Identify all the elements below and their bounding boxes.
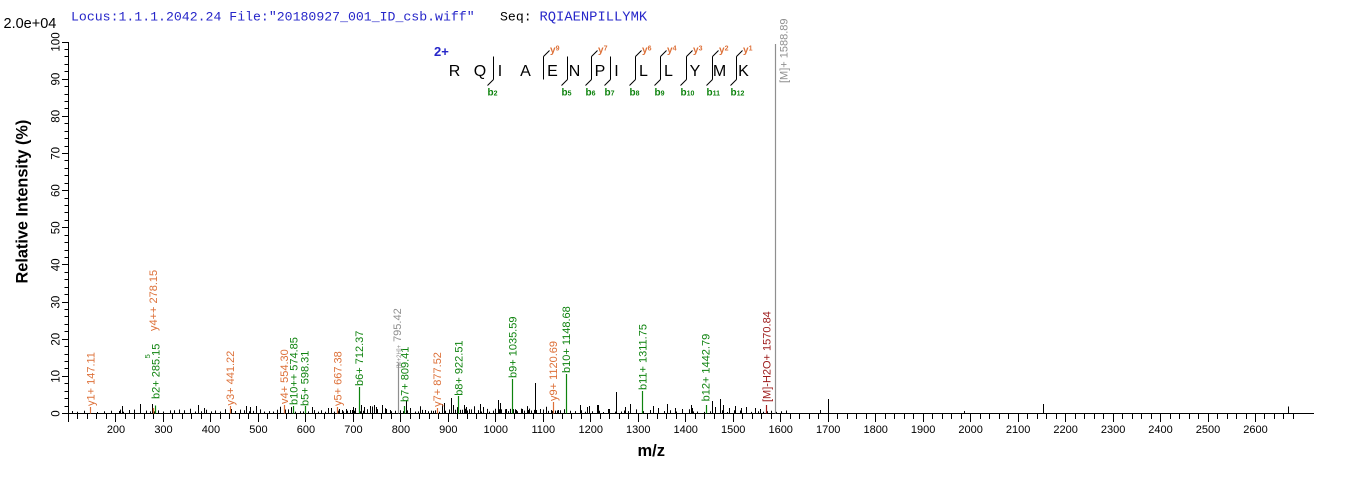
svg-text:50: 50 [51,221,63,234]
svg-text:1300: 1300 [626,424,650,436]
svg-text:10: 10 [51,370,63,383]
svg-text:2300: 2300 [1101,424,1125,436]
svg-text:1800: 1800 [863,424,887,436]
svg-text:100: 100 [51,32,63,51]
svg-text:1600: 1600 [768,424,792,436]
svg-text:[M+2H]+ 795.42: [M+2H]+ 795.42 [392,308,404,368]
svg-text:b12: b12 [731,88,745,99]
svg-text:2.0e+04: 2.0e+04 [4,16,57,32]
svg-text:400: 400 [202,424,220,436]
svg-text:y3+ 441.22: y3+ 441.22 [225,351,237,406]
svg-text:y7+ 877.52: y7+ 877.52 [432,352,444,407]
svg-text:600: 600 [297,424,315,436]
svg-text:2500: 2500 [1196,424,1220,436]
svg-text:I: I [498,63,502,80]
svg-text:[M]-H2O+ 1570.84: [M]-H2O+ 1570.84 [762,311,774,402]
svg-text:1400: 1400 [673,424,697,436]
svg-text:A: A [520,63,531,80]
svg-text:N: N [569,63,581,80]
svg-text:20: 20 [51,333,63,346]
svg-text:b5: b5 [562,88,572,99]
svg-text:y1: y1 [743,45,753,56]
svg-text:800: 800 [392,424,410,436]
svg-text:b6: b6 [586,88,596,99]
svg-text:500: 500 [249,424,267,436]
svg-text:1200: 1200 [579,424,603,436]
svg-text:30: 30 [51,296,63,309]
svg-text:K: K [738,63,749,80]
svg-text:70: 70 [51,147,63,160]
svg-text:y1+ 147.11: y1+ 147.11 [86,352,98,406]
svg-text:E: E [547,63,558,80]
svg-text:y9: y9 [550,45,560,56]
svg-text:2+: 2+ [434,44,449,59]
svg-text:2400: 2400 [1148,424,1172,436]
svg-text:900: 900 [439,424,457,436]
svg-text:Locus:1.1.1.2042.24 File:"2018: Locus:1.1.1.2042.24 File:"20180927_001_I… [71,10,475,25]
svg-text:2000: 2000 [958,424,982,436]
svg-text:2100: 2100 [1006,424,1030,436]
svg-text:L: L [639,63,648,80]
svg-text:b5+ 598.31: b5+ 598.31 [300,351,312,406]
svg-text:b6+ 712.37: b6+ 712.37 [354,331,366,386]
svg-text:b2+ 285.15: b2+ 285.15 [150,344,162,399]
svg-text:L: L [664,63,673,80]
svg-text:Q: Q [474,63,486,80]
svg-text:y6: y6 [642,45,652,56]
svg-text:300: 300 [154,424,172,436]
svg-text:0: 0 [51,410,63,416]
svg-text:b11: b11 [707,88,721,99]
svg-text:P: P [595,63,606,80]
svg-text:b9: b9 [655,88,665,99]
svg-text:Y: Y [690,63,701,80]
svg-text:5: 5 [143,354,152,358]
svg-text:1100: 1100 [531,424,555,436]
svg-text:b2: b2 [488,88,498,99]
svg-text:b8+ 922.51: b8+ 922.51 [454,340,466,395]
svg-text:m/z: m/z [638,442,666,460]
svg-text:b7: b7 [605,88,615,99]
svg-text:y7: y7 [598,45,608,56]
svg-text:[M]+ 1588.89: [M]+ 1588.89 [779,18,791,83]
svg-text:2200: 2200 [1053,424,1077,436]
svg-text:b10++ 574.85: b10++ 574.85 [289,337,301,405]
svg-text:y5+ 667.38: y5+ 667.38 [333,351,345,406]
svg-text:Relative Intensity (%): Relative Intensity (%) [14,120,32,284]
svg-text:1900: 1900 [911,424,935,436]
svg-text:M: M [713,63,726,80]
svg-text:R: R [449,63,461,80]
svg-text:v4+ 554.30: v4+ 554.30 [279,349,291,404]
svg-text:90: 90 [51,73,63,86]
svg-text:I: I [614,63,618,80]
svg-text:Seq:: Seq: [500,10,532,25]
svg-text:b8: b8 [630,88,640,99]
svg-text:y3: y3 [693,45,703,56]
svg-text:y9+ 1120.69: y9+ 1120.69 [548,341,560,401]
svg-text:b10: b10 [681,88,695,99]
svg-text:y4: y4 [667,45,677,56]
svg-text:700: 700 [344,424,362,436]
svg-text:y2: y2 [719,45,729,56]
svg-text:1500: 1500 [721,424,745,436]
svg-text:b9+ 1035.59: b9+ 1035.59 [507,317,519,378]
svg-text:y4++ 278.15: y4++ 278.15 [148,270,160,331]
svg-text:60: 60 [51,184,63,197]
svg-text:2600: 2600 [1243,424,1267,436]
svg-text:80: 80 [51,110,63,123]
svg-text:RQIAENPILLYMK: RQIAENPILLYMK [540,11,648,26]
svg-text:40: 40 [51,259,63,272]
svg-text:b12+ 1442.79: b12+ 1442.79 [701,334,713,402]
svg-text:1700: 1700 [816,424,840,436]
svg-text:1000: 1000 [484,424,508,436]
svg-text:b11+ 1311.75: b11+ 1311.75 [638,324,650,390]
svg-text:200: 200 [107,424,125,436]
svg-text:b10+ 1148.68: b10+ 1148.68 [561,306,573,373]
svg-text:b7+ 809.41: b7+ 809.41 [400,347,412,402]
